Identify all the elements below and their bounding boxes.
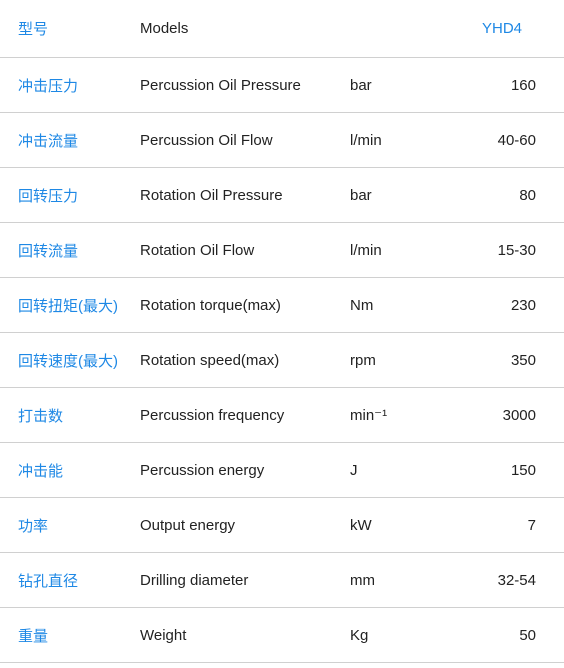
table-row: 钻孔直径Drilling diametermm32-54	[0, 553, 564, 608]
cell-label-en: Percussion Oil Flow	[140, 132, 350, 149]
table-row: 回转流量Rotation Oil Flowl/min15-30	[0, 223, 564, 278]
cell-label-en: Rotation speed(max)	[140, 352, 350, 369]
cell-unit: mm	[350, 572, 440, 589]
cell-label-cn: 回转压力	[0, 185, 140, 206]
cell-value: 50	[440, 627, 564, 644]
cell-label-cn: 重量	[0, 625, 140, 646]
cell-label-en: Percussion energy	[140, 462, 350, 479]
cell-label-cn: 功率	[0, 515, 140, 536]
cell-label-cn: 回转速度(最大)	[0, 350, 140, 371]
specs-table: 型号 Models YHD4 冲击压力Percussion Oil Pressu…	[0, 0, 564, 663]
table-row: 回转扭矩(最大)Rotation torque(max)Nm230	[0, 278, 564, 333]
cell-value: 3000	[440, 407, 564, 424]
cell-unit: J	[350, 462, 440, 479]
header-value: YHD4	[440, 20, 564, 37]
table-row: 冲击压力Percussion Oil Pressurebar160	[0, 58, 564, 113]
cell-label-cn: 冲击能	[0, 460, 140, 481]
cell-value: 40-60	[440, 132, 564, 149]
cell-value: 7	[440, 517, 564, 534]
cell-unit: bar	[350, 77, 440, 94]
table-header-row: 型号 Models YHD4	[0, 0, 564, 58]
cell-value: 230	[440, 297, 564, 314]
cell-label-en: Percussion Oil Pressure	[140, 77, 350, 94]
table-row: 回转压力Rotation Oil Pressurebar80	[0, 168, 564, 223]
cell-label-en: Rotation Oil Pressure	[140, 187, 350, 204]
table-row: 功率Output energykW7	[0, 498, 564, 553]
cell-label-en: Output energy	[140, 517, 350, 534]
cell-label-en: Rotation Oil Flow	[140, 242, 350, 259]
cell-unit: rpm	[350, 352, 440, 369]
table-row: 冲击能Percussion energyJ150	[0, 443, 564, 498]
table-row: 打击数Percussion frequencymin⁻¹3000	[0, 388, 564, 443]
cell-value: 32-54	[440, 572, 564, 589]
cell-unit: min⁻¹	[350, 406, 440, 424]
cell-label-cn: 回转扭矩(最大)	[0, 295, 140, 316]
header-label-cn: 型号	[0, 18, 140, 39]
cell-label-en: Percussion frequency	[140, 407, 350, 424]
cell-unit: l/min	[350, 242, 440, 259]
header-label-en: Models	[140, 20, 350, 37]
cell-unit: bar	[350, 187, 440, 204]
cell-unit: l/min	[350, 132, 440, 149]
cell-label-en: Rotation torque(max)	[140, 297, 350, 314]
cell-value: 15-30	[440, 242, 564, 259]
cell-value: 350	[440, 352, 564, 369]
cell-label-cn: 冲击压力	[0, 75, 140, 96]
cell-value: 160	[440, 77, 564, 94]
cell-label-cn: 冲击流量	[0, 130, 140, 151]
cell-unit: Nm	[350, 297, 440, 314]
table-row: 回转速度(最大)Rotation speed(max)rpm350	[0, 333, 564, 388]
cell-label-en: Drilling diameter	[140, 572, 350, 589]
cell-unit: Kg	[350, 627, 440, 644]
cell-value: 80	[440, 187, 564, 204]
cell-label-cn: 打击数	[0, 405, 140, 426]
cell-unit: kW	[350, 517, 440, 534]
cell-value: 150	[440, 462, 564, 479]
cell-label-cn: 回转流量	[0, 240, 140, 261]
cell-label-cn: 钻孔直径	[0, 570, 140, 591]
table-row: 冲击流量Percussion Oil Flowl/min40-60	[0, 113, 564, 168]
table-row: 重量WeightKg50	[0, 608, 564, 663]
cell-label-en: Weight	[140, 627, 350, 644]
